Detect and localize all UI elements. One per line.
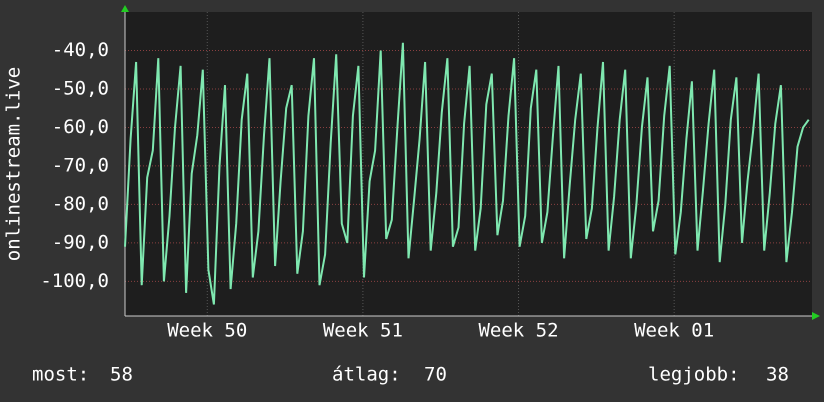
x-tick-label: Week 01 <box>634 320 714 342</box>
stat-value: 58 <box>110 364 133 386</box>
stat-label: legjobb: <box>648 364 740 386</box>
series-line <box>124 42 810 305</box>
x-tick-label: Week 50 <box>167 320 247 342</box>
x-tick-label: Week 51 <box>323 320 403 342</box>
x-tick-label: Week 52 <box>478 320 558 342</box>
y-tick-label: -40,0 <box>52 39 109 61</box>
y-tick-label: -90,0 <box>52 231 109 253</box>
stat-label: átlag: <box>332 364 401 386</box>
y-arrow <box>121 5 129 12</box>
y-axis-label: onlinestream.live <box>3 67 25 261</box>
stat-value: 38 <box>766 364 789 386</box>
y-tick-label: -100,0 <box>40 270 109 292</box>
y-tick-label: -80,0 <box>52 193 109 215</box>
stat-value: 70 <box>424 364 447 386</box>
y-tick-label: -60,0 <box>52 116 109 138</box>
stat-label: most: <box>32 364 89 386</box>
x-arrow <box>812 312 820 320</box>
y-tick-label: -50,0 <box>52 77 109 99</box>
footer: most: 58 átlag: 70 legjobb: 38 <box>32 364 789 386</box>
y-tick-label: -70,0 <box>52 154 109 176</box>
